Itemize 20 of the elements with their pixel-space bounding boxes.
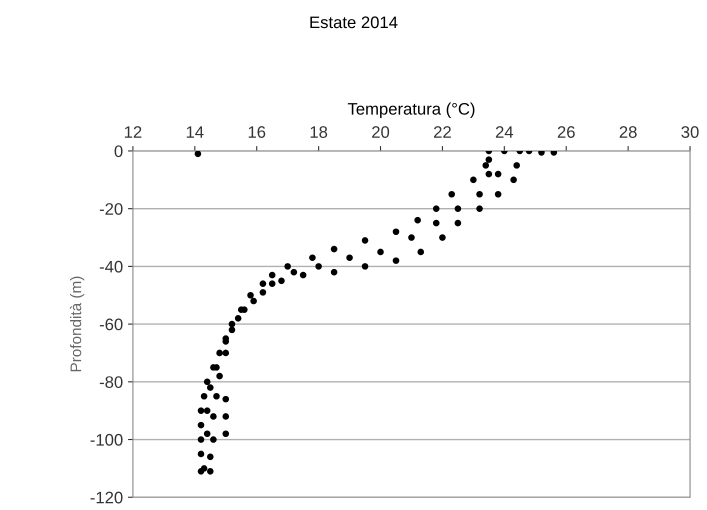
x-tick-label: 20 xyxy=(372,126,390,138)
y-tick-label: -60 xyxy=(100,318,123,330)
y-tick-label: -120 xyxy=(90,492,123,504)
x-tick-label: 28 xyxy=(620,126,637,138)
y-tick-label: -40 xyxy=(100,260,123,273)
y-axis-title: Profondità (m) xyxy=(70,276,84,372)
x-tick-label: 22 xyxy=(434,126,451,138)
x-axis-title: Temperatura (°C) xyxy=(348,102,474,118)
y-tick-label: 0 xyxy=(114,145,123,158)
y-tick-label: -100 xyxy=(90,434,123,446)
x-tick-label: 18 xyxy=(310,126,328,138)
chart-title: Estate 2014 xyxy=(310,16,398,28)
x-tick-label: 24 xyxy=(496,126,514,138)
x-tick-label: 12 xyxy=(124,126,142,138)
y-tick-label: -80 xyxy=(100,376,123,388)
x-tick-label: 14 xyxy=(186,126,204,138)
x-tick-label: 30 xyxy=(681,126,699,138)
y-tick-label: -20 xyxy=(100,203,123,215)
x-tick-label: 26 xyxy=(558,126,575,138)
x-tick-label: 16 xyxy=(248,126,266,138)
